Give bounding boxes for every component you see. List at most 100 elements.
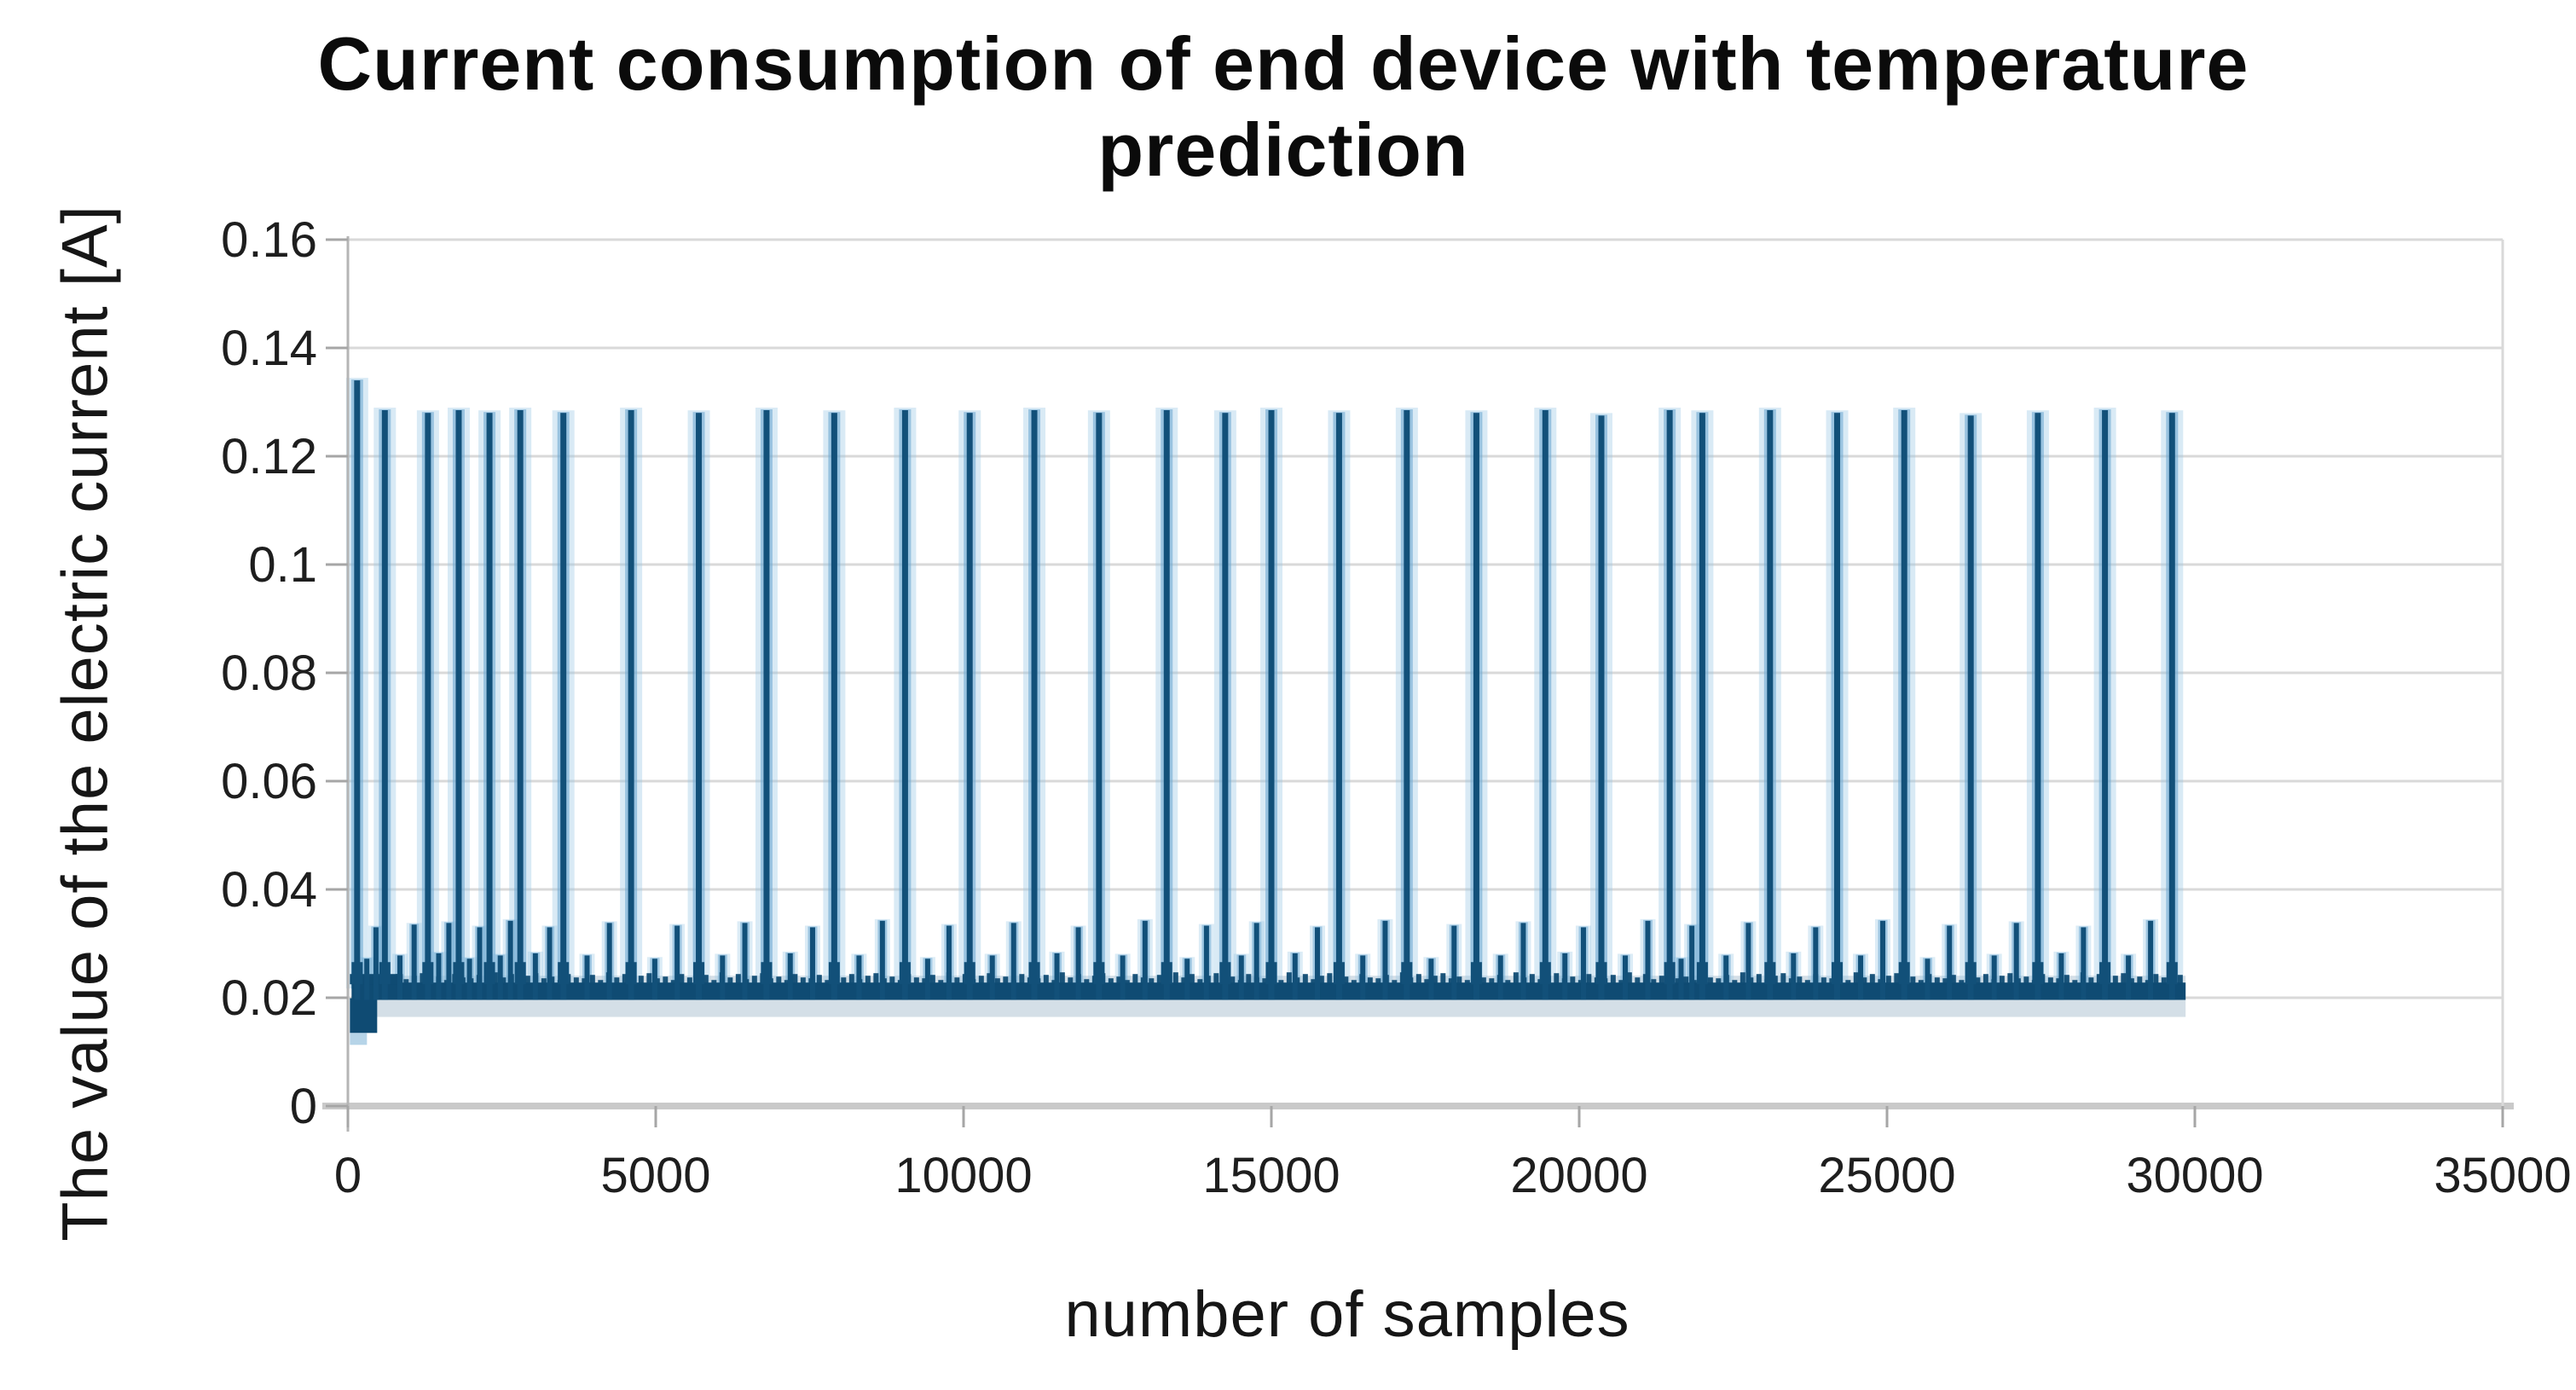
baseline-noise [816,975,822,985]
spike-core-tall [1473,413,1479,1000]
baseline-noise [848,974,854,985]
baseline-noise [2112,976,2118,985]
spike-core-tall [696,413,703,1000]
spike-foot [483,962,495,985]
spike-core-small [1142,920,1148,1000]
baseline-noise [1618,980,1624,985]
y-tick-label: 0.08 [221,646,317,701]
x-tick-label: 30000 [2126,1148,2263,1203]
spike-core-small [1451,925,1457,1000]
spike-foot [422,962,434,985]
baseline-noise [1577,980,1583,985]
spike-foot [1965,962,1977,985]
spike-core-tall [831,413,837,1000]
spike-core-small [742,923,748,1000]
baseline-noise [703,975,709,985]
spike-core-tall [2168,413,2175,1000]
baseline-noise [994,978,1000,985]
spike-core-small [1520,923,1526,1000]
baseline-noise [1116,976,1122,985]
chart-title: Current consumption of end device with t… [318,20,2249,193]
baseline-noise [938,980,944,985]
baseline-noise [686,977,692,985]
spike-foot [351,962,363,985]
baseline-noise [614,977,620,985]
y-tick-label: 0.1 [248,537,317,593]
baseline-noise [2121,973,2127,985]
baseline-noise [1570,976,1576,985]
spike-core-small [606,923,612,1000]
baseline-noise [501,977,507,985]
baseline-noise [1213,973,1219,985]
spike-foot [625,962,637,985]
baseline-noise [1658,976,1664,985]
spike-core-tall [1834,413,1841,1000]
spike-core-small [2013,923,2019,1000]
spike-core-small [1858,955,1864,1000]
spike-core-small [584,955,590,1000]
spike-foot [2166,962,2178,985]
spike-core-tall [1767,410,1774,1000]
baseline-noise [1318,976,1324,985]
baseline-noise [1124,980,1130,985]
spike-core-small [720,955,726,1000]
spike-foot [453,962,465,985]
baseline-noise [1529,974,1535,985]
baseline-noise [622,974,628,985]
baseline-noise [1740,972,1745,985]
baseline-noise [1999,976,2005,985]
spike-core-small [411,924,417,1000]
chart-title-line1: Current consumption of end device with t… [317,21,2249,106]
baseline-noise [735,974,741,985]
baseline-noise [679,974,685,985]
baseline-noise [1286,972,1292,985]
x-tick-label: 35000 [2434,1148,2571,1203]
x-tick-label: 20000 [1510,1148,1647,1203]
baseline-noise [865,976,871,985]
baseline-noise [1019,974,1025,985]
baseline-noise [1675,978,1681,985]
spike-foot [693,962,705,985]
spike-core-small [1010,923,1016,1000]
spike-core-small [1360,955,1366,1000]
spike-core-small [1428,959,1434,1000]
x-tick-label: 25000 [1818,1148,1955,1203]
baseline-noise [420,973,425,985]
baseline-noise [1156,975,1162,985]
baseline-noise [1885,976,1891,985]
spike-core-small [1184,959,1190,1000]
spike-core-small [1562,953,1568,1000]
baseline-noise [751,976,757,985]
spike-core-tall [1967,415,1974,1000]
spike-core-small [946,925,952,1000]
spike-core-small [809,927,815,1000]
baseline-noise [492,972,498,985]
spike-foot [1093,962,1105,985]
baseline-noise [1424,979,1430,985]
spike-foot [1898,962,1910,985]
baseline-noise [1464,980,1470,985]
y-tick-label: 0 [290,1079,317,1134]
baseline-noise [913,977,919,985]
baseline-noise [1392,980,1398,985]
spike-core-tall [1598,415,1605,1000]
spike-core-tall [901,410,908,1000]
baseline-noise [646,973,652,985]
spike-foot [1028,962,1040,985]
spike-foot [1832,962,1844,985]
baseline-noise [1132,974,1138,985]
baseline-noise [524,976,530,985]
spike-foot [828,962,840,985]
start-transient [350,998,378,1034]
baseline-noise [1869,974,1875,985]
baseline-noise [889,976,895,985]
spike-core-tall [425,413,431,1000]
spike-core-small [1238,955,1244,1000]
baseline-noise [1149,978,1155,985]
spike-core-small [1203,925,1209,1000]
baseline-noise [1172,972,1178,985]
baseline-noise [1894,973,1900,985]
baseline-noise [2153,974,2159,985]
spike-core-small [497,955,503,1000]
